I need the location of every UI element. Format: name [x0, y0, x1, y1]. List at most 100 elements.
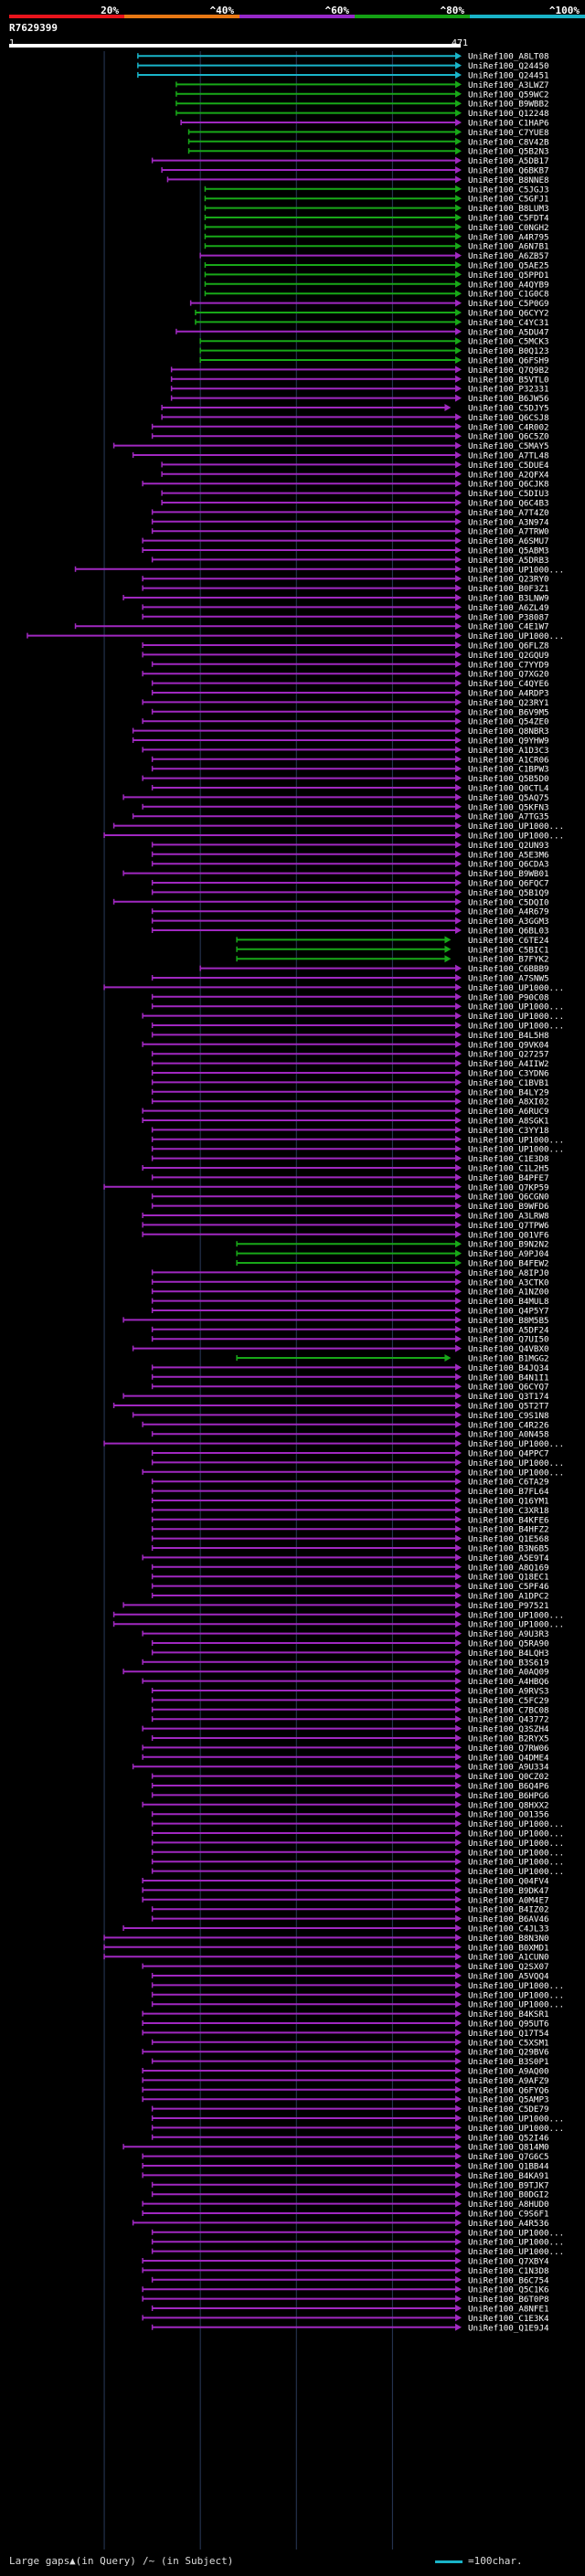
hit-label: UniRef100_A9U3R3 — [468, 1629, 549, 1639]
hit-label: UniRef100_A1NZ00 — [468, 1288, 549, 1298]
hit-arrow — [455, 707, 462, 716]
hit-arrow — [455, 1420, 462, 1428]
hit-arrow — [455, 232, 462, 240]
hit-label: UniRef100_Q6CSJ8 — [468, 413, 549, 423]
hit-label: UniRef100_Q54ZE0 — [468, 717, 549, 727]
hit-arrow — [455, 1573, 462, 1581]
hit-label: UniRef100_C4YC31 — [468, 318, 549, 328]
hit-label: UniRef100_A4R679 — [468, 907, 549, 917]
hit-arrow — [455, 1705, 462, 1713]
hit-label: UniRef100_Q2UN93 — [468, 841, 549, 851]
hit-label: UniRef100_Q9YHW9 — [468, 737, 549, 747]
hit-arrow — [455, 1078, 462, 1087]
hit-arrow — [455, 992, 462, 1001]
hit-arrow — [455, 346, 462, 355]
hit-label: UniRef100_A3N974 — [468, 517, 549, 527]
hit-label: UniRef100_A4R795 — [468, 232, 549, 242]
hit-label: UniRef100_A9AQ00 — [468, 2067, 549, 2077]
hit-label: UniRef100_Q0CTL4 — [468, 784, 549, 794]
hit-label: UniRef100_A5E9T4 — [468, 1553, 549, 1564]
hit-label: UniRef100_O01356 — [468, 1810, 549, 1820]
hit-label: UniRef100_C8V42B — [468, 137, 549, 147]
hit-arrow — [455, 698, 462, 706]
hit-label: UniRef100_Q8NBR3 — [468, 726, 549, 737]
hit-label: UniRef100_UP1000... — [468, 2124, 564, 2134]
hit-arrow — [455, 1772, 462, 1780]
hit-arrow — [455, 2323, 462, 2331]
hit-label: UniRef100_B8LUM3 — [468, 204, 549, 214]
hit-label: UniRef100_UP1000... — [468, 2247, 564, 2257]
hit-arrow — [455, 2152, 462, 2160]
hit-label: UniRef100_B3S619 — [468, 1658, 549, 1668]
hit-label: UniRef100_Q01VF6 — [468, 1230, 549, 1240]
hit-arrow — [455, 612, 462, 620]
hit-label: UniRef100_A8SGK1 — [468, 1117, 549, 1127]
hit-label: UniRef100_B6JW56 — [468, 394, 549, 404]
hit-label: UniRef100_B3N6B5 — [468, 1544, 549, 1554]
hit-arrow — [455, 1126, 462, 1134]
hit-label: UniRef100_C6TA29 — [468, 1478, 549, 1488]
hit-arrow — [455, 1002, 462, 1011]
hit-label: UniRef100_Q9VK04 — [468, 1040, 549, 1050]
hit-label: UniRef100_B2RYX5 — [468, 1734, 549, 1744]
hit-label: UniRef100_A4IIW2 — [468, 1059, 549, 1069]
hit-arrow — [455, 156, 462, 164]
hit-label: UniRef100_B4MUL8 — [468, 1297, 549, 1307]
hit-arrow — [455, 1325, 462, 1333]
hit-label: UniRef100_Q5C1K6 — [468, 2285, 549, 2295]
hit-label: UniRef100_C7YYD9 — [468, 660, 549, 670]
hit-label: UniRef100_UP1000... — [468, 1839, 564, 1849]
hit-label: UniRef100_B6Q4P6 — [468, 1782, 549, 1792]
hit-label: UniRef100_UP1000... — [468, 1439, 564, 1449]
hit-arrow — [455, 1763, 462, 1771]
hit-arrow — [455, 917, 462, 925]
hit-arrow — [444, 1354, 452, 1362]
hit-arrow — [455, 1468, 462, 1476]
hit-arrow — [455, 1069, 462, 1076]
hit-label: UniRef100_C5FC29 — [468, 1696, 549, 1706]
hit-arrow — [455, 356, 462, 364]
hit-arrow — [455, 1658, 462, 1666]
hit-arrow — [455, 1990, 462, 1998]
hit-label: UniRef100_Q23RY1 — [468, 698, 549, 708]
legend-tick: ^60% — [325, 5, 350, 16]
hit-label: UniRef100_Q0CZ02 — [468, 1772, 549, 1782]
hit-arrow — [455, 1953, 462, 1961]
hit-label: UniRef100_Q17T54 — [468, 2029, 549, 2039]
hit-label: UniRef100_A1D3C3 — [468, 746, 549, 756]
hit-label: UniRef100_C5DUE4 — [468, 461, 549, 471]
hit-label: UniRef100_Q5PPD1 — [468, 270, 549, 281]
hit-label: UniRef100_A0AQ09 — [468, 1668, 549, 1678]
hit-arrow — [455, 1753, 462, 1761]
hit-arrow — [455, 1383, 462, 1391]
hit-arrow — [455, 1040, 462, 1048]
hit-label: UniRef100_C5PF46 — [468, 1582, 549, 1592]
hit-arrow — [455, 1344, 462, 1352]
hit-label: UniRef100_UP1000... — [468, 1848, 564, 1858]
hit-label: UniRef100_Q43772 — [468, 1715, 549, 1725]
hit-arrow — [455, 717, 462, 726]
hit-label: UniRef100_UP1000... — [468, 2115, 564, 2125]
hit-label: UniRef100_B4KSR1 — [468, 2009, 549, 2019]
identity-header: 20% ^40% ^60% ^80% ^100% R7629399 1 471 — [0, 0, 585, 48]
hit-arrow — [455, 1297, 462, 1305]
hit-label: UniRef100_C1N3D8 — [468, 2266, 549, 2276]
hit-arrow — [455, 432, 462, 440]
hit-arrow — [455, 2019, 462, 2027]
hit-label: UniRef100_B6V9M5 — [468, 707, 549, 717]
hit-label: UniRef100_B4KFE6 — [468, 1515, 549, 1525]
legend-segment — [355, 15, 470, 18]
hit-arrow — [455, 841, 462, 849]
hit-label: UniRef100_Q6BKB7 — [468, 166, 549, 176]
hit-label: UniRef100_UP1000... — [468, 1981, 564, 1991]
legend-tick: ^100% — [549, 5, 580, 16]
hit-label: UniRef100_Q1E9J4 — [468, 2323, 549, 2333]
hit-label: UniRef100_UP1000... — [468, 832, 564, 842]
hit-arrow — [455, 1154, 462, 1162]
hit-label: UniRef100_Q1BB44 — [468, 2162, 549, 2172]
hit-arrow — [455, 100, 462, 108]
hit-arrow — [455, 2162, 462, 2169]
hit-label: UniRef100_B8NNE8 — [468, 175, 549, 186]
hit-arrow — [455, 1335, 462, 1343]
hit-arrow — [455, 2219, 462, 2227]
